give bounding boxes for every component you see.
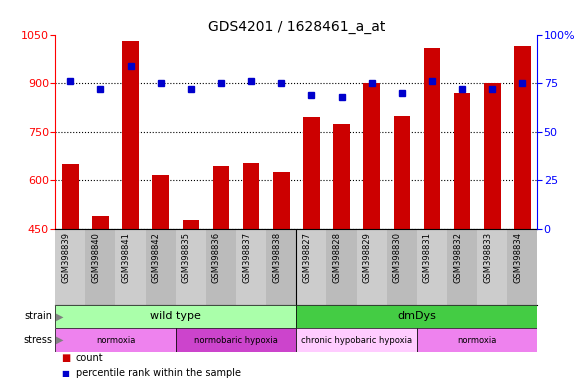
Bar bbox=[122, 41, 139, 229]
Bar bbox=[296, 229, 327, 305]
Bar bbox=[447, 229, 477, 305]
Text: GSM398827: GSM398827 bbox=[302, 232, 311, 283]
Bar bbox=[236, 229, 266, 305]
Text: ▶: ▶ bbox=[56, 335, 64, 345]
Bar bbox=[243, 162, 259, 229]
Text: GSM398836: GSM398836 bbox=[212, 232, 221, 283]
Text: GSM398830: GSM398830 bbox=[393, 232, 402, 283]
Bar bbox=[176, 229, 206, 305]
Bar bbox=[363, 83, 380, 229]
Text: normobaric hypoxia: normobaric hypoxia bbox=[194, 336, 278, 345]
Bar bbox=[55, 328, 176, 352]
Text: GSM398831: GSM398831 bbox=[423, 232, 432, 283]
Text: wild type: wild type bbox=[150, 311, 201, 321]
Bar bbox=[176, 328, 296, 352]
Bar bbox=[327, 229, 357, 305]
Text: GSM398842: GSM398842 bbox=[152, 232, 161, 283]
Bar bbox=[296, 328, 417, 352]
Text: count: count bbox=[76, 353, 103, 363]
Text: chronic hypobaric hypoxia: chronic hypobaric hypoxia bbox=[301, 336, 412, 345]
Bar bbox=[62, 164, 78, 229]
Bar bbox=[387, 229, 417, 305]
Bar bbox=[296, 305, 537, 328]
Bar bbox=[213, 166, 229, 229]
Text: GSM398833: GSM398833 bbox=[483, 232, 492, 283]
Bar bbox=[507, 229, 537, 305]
Bar bbox=[514, 46, 530, 229]
Bar bbox=[146, 229, 176, 305]
Bar bbox=[266, 229, 296, 305]
Text: normoxia: normoxia bbox=[457, 336, 497, 345]
Text: GSM398828: GSM398828 bbox=[332, 232, 342, 283]
Bar bbox=[477, 229, 507, 305]
Bar bbox=[484, 83, 500, 229]
Bar bbox=[55, 305, 296, 328]
Bar bbox=[182, 220, 199, 229]
Bar bbox=[333, 124, 350, 229]
Text: ■: ■ bbox=[61, 353, 70, 363]
Text: ■: ■ bbox=[61, 369, 69, 377]
Title: GDS4201 / 1628461_a_at: GDS4201 / 1628461_a_at bbox=[207, 20, 385, 33]
Text: GSM398839: GSM398839 bbox=[61, 232, 70, 283]
Text: GSM398829: GSM398829 bbox=[363, 232, 372, 283]
Bar bbox=[417, 328, 537, 352]
Bar bbox=[273, 172, 289, 229]
Bar bbox=[303, 117, 320, 229]
Bar bbox=[85, 229, 116, 305]
Bar bbox=[417, 229, 447, 305]
Text: GSM398835: GSM398835 bbox=[182, 232, 191, 283]
Text: normoxia: normoxia bbox=[96, 336, 135, 345]
Text: GSM398832: GSM398832 bbox=[453, 232, 462, 283]
Text: stress: stress bbox=[23, 335, 52, 345]
Text: GSM398834: GSM398834 bbox=[514, 232, 522, 283]
Bar bbox=[206, 229, 236, 305]
Bar bbox=[393, 116, 410, 229]
Text: GSM398837: GSM398837 bbox=[242, 232, 251, 283]
Bar bbox=[92, 216, 109, 229]
Bar bbox=[424, 48, 440, 229]
Text: GSM398838: GSM398838 bbox=[272, 232, 281, 283]
Text: GSM398840: GSM398840 bbox=[91, 232, 101, 283]
Bar bbox=[152, 175, 169, 229]
Text: ▶: ▶ bbox=[56, 311, 64, 321]
Text: percentile rank within the sample: percentile rank within the sample bbox=[76, 368, 241, 378]
Bar bbox=[357, 229, 387, 305]
Text: dmDys: dmDys bbox=[397, 311, 436, 321]
Bar bbox=[454, 93, 471, 229]
Text: GSM398841: GSM398841 bbox=[121, 232, 131, 283]
Bar bbox=[55, 229, 85, 305]
Text: strain: strain bbox=[24, 311, 52, 321]
Bar bbox=[116, 229, 146, 305]
